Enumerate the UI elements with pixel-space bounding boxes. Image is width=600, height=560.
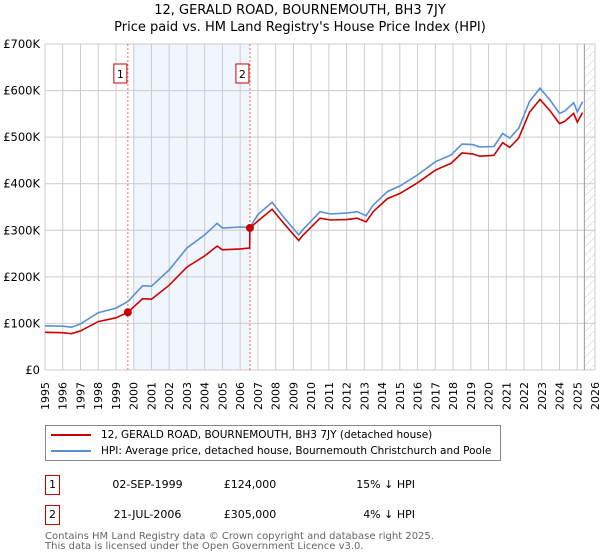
- sale-label: 2: [239, 68, 246, 81]
- x-tick-label: 2023: [536, 382, 549, 410]
- x-tick-label: 2021: [500, 382, 513, 410]
- y-tick-label: £700K: [3, 37, 40, 51]
- x-tick-label: 2024: [554, 382, 567, 410]
- sale-point: [245, 223, 254, 232]
- x-tick-label: 1998: [92, 382, 105, 410]
- sale-price: £124,000: [223, 478, 277, 491]
- footer-licence: This data is licensed under the Open Gov…: [45, 541, 364, 552]
- legend-item-hpi: HPI: Average price, detached house, Bour…: [51, 443, 491, 459]
- sale-marker: 1: [45, 475, 60, 495]
- y-tick-label: £100K: [3, 316, 40, 330]
- sale-price: £305,000: [223, 508, 277, 521]
- x-tick-label: 2019: [465, 382, 478, 410]
- x-tick-label: 2010: [305, 382, 318, 410]
- sale-hpi-diff: 4% ↓ HPI: [363, 508, 415, 521]
- footer-copyright: Contains HM Land Registry data © Crown c…: [45, 531, 434, 542]
- x-tick-label: 2002: [163, 382, 176, 410]
- x-tick-label: 2003: [181, 382, 194, 410]
- chart-title: 12, GERALD ROAD, BOURNEMOUTH, BH3 7JY: [154, 3, 446, 18]
- x-tick-label: 2006: [234, 382, 247, 410]
- x-tick-label: 2013: [358, 382, 371, 410]
- sale-label: 1: [117, 68, 124, 81]
- x-tick-label: 2022: [518, 382, 531, 410]
- legend-label: HPI: Average price, detached house, Bour…: [101, 445, 492, 457]
- x-tick-label: 1995: [39, 382, 52, 410]
- future-hatch-area: [584, 44, 595, 370]
- y-tick-label: £200K: [3, 270, 40, 284]
- legend-item-property: 12, GERALD ROAD, BOURNEMOUTH, BH3 7JY (d…: [51, 427, 432, 443]
- x-tick-label: 2012: [341, 382, 354, 410]
- x-tick-label: 2015: [394, 382, 407, 410]
- x-tick-label: 2007: [252, 382, 265, 410]
- x-tick-label: 2008: [270, 382, 283, 410]
- x-tick-label: 2004: [199, 382, 212, 410]
- y-tick-label: £0: [25, 363, 40, 377]
- x-tick-label: 2000: [128, 382, 141, 410]
- x-tick-label: 2005: [216, 382, 229, 410]
- legend: 12, GERALD ROAD, BOURNEMOUTH, BH3 7JY (d…: [45, 425, 501, 461]
- sale-date: 02-SEP-1999: [112, 478, 183, 491]
- sale-date: 21-JUL-2006: [113, 508, 182, 521]
- hpi-line: [44, 86, 584, 329]
- x-tick-label: 2001: [145, 382, 158, 410]
- chart-subtitle: Price paid vs. HM Land Registry's House …: [114, 20, 486, 35]
- x-tick-label: 1997: [74, 382, 87, 410]
- x-tick-label: 2026: [589, 382, 600, 410]
- sale-label-box: [113, 63, 128, 84]
- sale-point: [123, 308, 132, 317]
- sale-period-shading: [133, 44, 250, 370]
- x-tick-label: 2020: [483, 382, 496, 410]
- x-tick-label: 2014: [376, 382, 389, 410]
- blue-line-swatch: [51, 450, 91, 452]
- x-tick-label: 1999: [110, 382, 123, 410]
- y-tick-label: £400K: [3, 177, 40, 191]
- x-tick-label: 1996: [57, 382, 70, 410]
- sale-label-box: [235, 63, 250, 84]
- x-tick-label: 2017: [429, 382, 442, 410]
- red-line-swatch: [51, 434, 91, 436]
- x-tick-label: 2009: [287, 382, 300, 410]
- sale-hpi-diff: 15% ↓ HPI: [356, 478, 415, 491]
- y-tick-label: £300K: [3, 223, 40, 237]
- y-tick-label: £600K: [3, 84, 40, 98]
- x-tick-label: 2016: [412, 382, 425, 410]
- x-tick-label: 2025: [571, 382, 584, 410]
- sale-marker: 2: [45, 505, 60, 525]
- price-paid-line: [44, 98, 584, 335]
- legend-label: 12, GERALD ROAD, BOURNEMOUTH, BH3 7JY (d…: [101, 429, 433, 441]
- price-chart: 1995 1996 1997 1998 1999 2000 2001 2002 2003 2004…: [3, 37, 600, 410]
- x-tick-label: 2018: [447, 382, 460, 410]
- x-tick-label: 2011: [323, 382, 336, 410]
- y-tick-label: £500K: [3, 130, 40, 144]
